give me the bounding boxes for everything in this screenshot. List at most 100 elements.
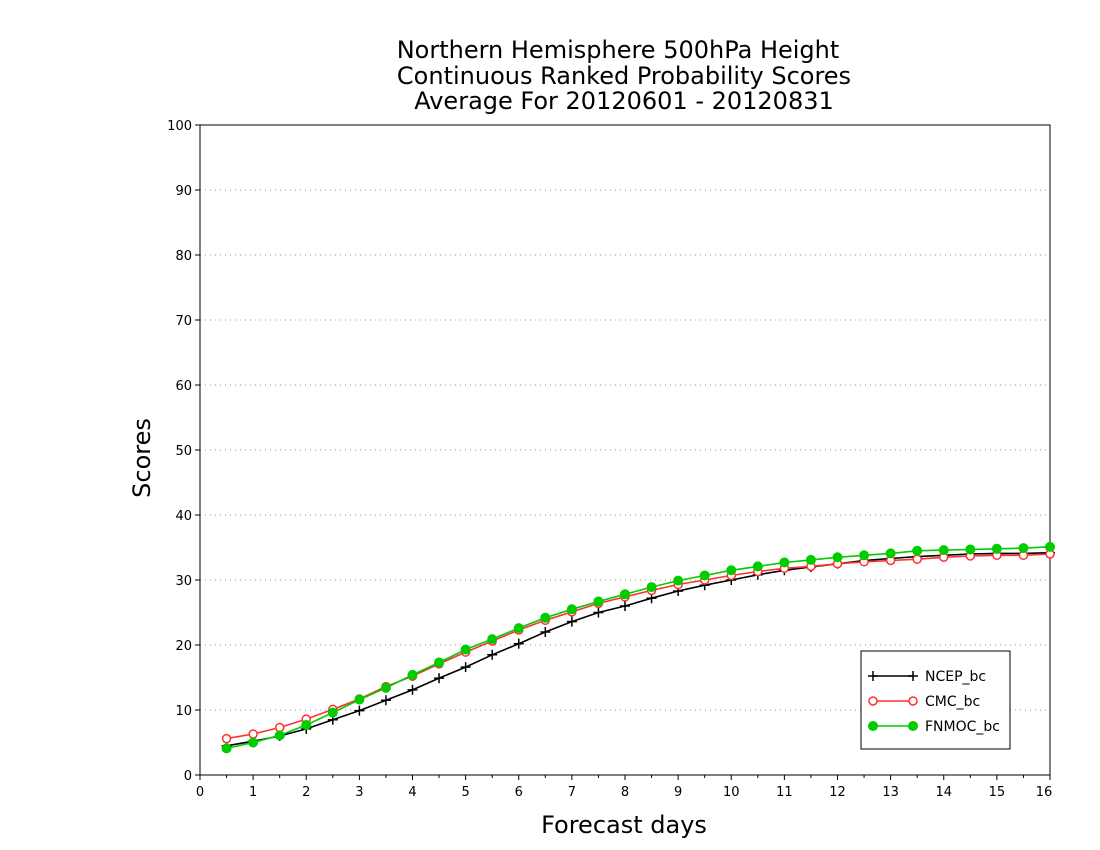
- data-point: [593, 596, 604, 607]
- x-tick-label: 0: [196, 785, 204, 800]
- y-tick-label: 10: [175, 704, 192, 719]
- x-tick-label: 10: [723, 785, 740, 800]
- y-tick-label: 50: [175, 444, 192, 459]
- legend-box: [860, 650, 1011, 750]
- y-tick-label: 100: [167, 119, 192, 134]
- y-tick-label: 60: [175, 379, 192, 394]
- title-line-1: Northern Hemisphere 500hPa Height: [397, 36, 840, 64]
- data-point: [991, 543, 1002, 554]
- x-tick-label: 11: [776, 785, 793, 800]
- legend: NCEP_bc CMC_bc FNMOC_bc: [860, 650, 1011, 750]
- data-point: [859, 550, 870, 561]
- x-tick-label: 16: [1036, 785, 1053, 800]
- title-line-3: Average For 20120601 - 20120831: [414, 87, 834, 115]
- legend-marker: [868, 696, 878, 706]
- legend-marker: [868, 671, 878, 681]
- data-point: [540, 612, 551, 623]
- data-point: [566, 616, 577, 627]
- y-gridlines: [200, 124, 1050, 711]
- data-point: [407, 669, 418, 680]
- legend-entry: FNMOC_bc: [868, 719, 1000, 735]
- data-point: [938, 545, 949, 556]
- legend-entry: NCEP_bc: [868, 669, 986, 685]
- data-point: [912, 554, 922, 564]
- data-point: [513, 623, 524, 634]
- legend-marker: [908, 696, 918, 706]
- data-point: [327, 707, 338, 718]
- x-tick-label: 2: [302, 785, 310, 800]
- x-tick-label: 7: [568, 785, 576, 800]
- data-point: [248, 729, 258, 739]
- x-tick-label: 13: [882, 785, 899, 800]
- data-point: [912, 545, 923, 556]
- x-tick-label: 3: [355, 785, 363, 800]
- y-tick-label: 80: [175, 249, 192, 264]
- legend-label: FNMOC_bc: [925, 719, 1000, 735]
- data-point: [460, 662, 471, 673]
- x-tick-label: 1: [249, 785, 257, 800]
- data-point: [566, 604, 577, 615]
- series-FNMOC_bc: [221, 541, 1055, 754]
- legend-marker: [868, 721, 878, 731]
- y-tick-label: 90: [175, 184, 192, 199]
- data-point: [726, 565, 737, 576]
- data-point: [434, 673, 445, 684]
- data-point: [620, 589, 630, 600]
- data-point: [805, 554, 816, 565]
- data-point: [354, 705, 365, 716]
- data-point: [779, 557, 790, 568]
- data-point: [487, 634, 498, 645]
- data-point: [380, 682, 391, 693]
- y-axis-ticks: 0 10 20 30 40 50 60 70 80 90 100: [167, 119, 200, 784]
- data-point: [434, 657, 445, 668]
- x-axis-label: Forecast days: [541, 811, 707, 839]
- y-axis-label: Scores: [128, 418, 156, 498]
- legend-label: CMC_bc: [925, 694, 980, 710]
- legend-marker: [908, 721, 918, 731]
- y-tick-label: 40: [175, 509, 192, 524]
- legend-marker: [908, 671, 918, 681]
- data-point: [752, 561, 763, 572]
- data-point: [274, 730, 285, 741]
- chart-title: Northern Hemisphere 500hPa Height Contin…: [397, 36, 851, 115]
- x-tick-label: 5: [461, 785, 469, 800]
- data-point: [1018, 543, 1029, 554]
- data-point: [673, 575, 684, 586]
- legend-label: NCEP_bc: [925, 669, 986, 685]
- y-tick-label: 0: [184, 769, 192, 784]
- data-point: [593, 607, 604, 618]
- title-line-2: Continuous Ranked Probability Scores: [397, 62, 851, 90]
- data-point: [885, 548, 896, 559]
- y-tick-label: 70: [175, 314, 192, 329]
- data-point: [699, 570, 710, 581]
- legend-entry: CMC_bc: [868, 694, 980, 710]
- data-point: [965, 544, 976, 555]
- data-point: [221, 733, 232, 744]
- data-point: [540, 627, 551, 637]
- y-tick-label: 20: [175, 639, 192, 654]
- y-tick-label: 30: [175, 574, 192, 589]
- data-point: [407, 684, 418, 695]
- data-point: [380, 695, 391, 706]
- x-tick-label: 8: [621, 785, 629, 800]
- x-tick-label: 15: [989, 785, 1006, 800]
- x-tick-label: 14: [935, 785, 952, 800]
- x-tick-label: 12: [829, 785, 846, 800]
- x-tick-label: 4: [408, 785, 416, 800]
- data-point: [354, 694, 365, 705]
- data-point: [620, 601, 630, 611]
- data-point: [221, 743, 232, 754]
- data-point: [832, 552, 843, 563]
- data-point: [487, 649, 498, 660]
- x-tick-label: 9: [674, 785, 682, 800]
- data-point: [646, 582, 657, 593]
- x-tick-label: 6: [515, 785, 523, 800]
- data-point: [1045, 541, 1055, 552]
- data-point: [460, 644, 471, 655]
- series-layer: [221, 541, 1055, 754]
- data-point: [248, 737, 259, 748]
- data-point: [301, 719, 312, 730]
- data-point: [513, 638, 524, 649]
- x-axis-ticks: 0 1 2 3 4 5 6 7 8 9 10 11 12 13 14 15 16: [196, 775, 1052, 800]
